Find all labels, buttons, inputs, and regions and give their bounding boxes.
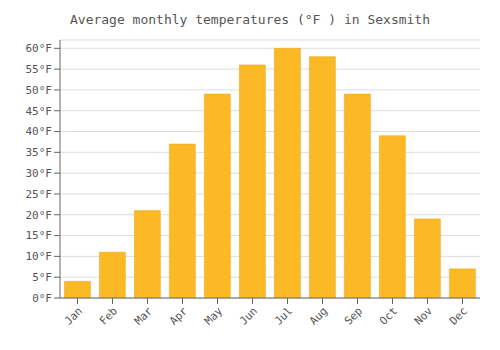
svg-text:Feb: Feb bbox=[97, 304, 120, 327]
html-text:Average monthly temperatures (: Average monthly temperatures (°F ) in Se… bbox=[70, 12, 430, 27]
svg-text:Mar: Mar bbox=[132, 304, 156, 328]
svg-text:15°F: 15°F bbox=[26, 229, 53, 242]
svg-text:5°F: 5°F bbox=[32, 271, 52, 284]
svg-text:30°F: 30°F bbox=[26, 167, 53, 180]
svg-text:60°F: 60°F bbox=[26, 42, 53, 55]
svg-text:40°F: 40°F bbox=[26, 125, 53, 138]
svg-text:Apr: Apr bbox=[167, 304, 191, 328]
svg-text:Jun: Jun bbox=[237, 304, 260, 327]
svg-text:May: May bbox=[202, 304, 226, 328]
svg-text:55°F: 55°F bbox=[26, 63, 53, 76]
svg-text:25°F: 25°F bbox=[26, 188, 53, 201]
svg-text:10°F: 10°F bbox=[26, 250, 53, 263]
svg-text:0°F: 0°F bbox=[32, 292, 52, 305]
svg-text:Dec: Dec bbox=[447, 304, 470, 327]
svg-text:Jul: Jul bbox=[272, 304, 295, 327]
svg-text:Aug: Aug bbox=[307, 304, 330, 327]
svg-text:Nov: Nov bbox=[412, 304, 436, 328]
svg-text:45°F: 45°F bbox=[26, 105, 53, 118]
svg-text:50°F: 50°F bbox=[26, 84, 53, 97]
svg-text:Jan: Jan bbox=[62, 304, 85, 327]
svg-text:35°F: 35°F bbox=[26, 146, 53, 159]
svg-text:Sep: Sep bbox=[342, 304, 365, 327]
svg-text:Oct: Oct bbox=[377, 304, 400, 327]
svg-text:20°F: 20°F bbox=[26, 209, 53, 222]
